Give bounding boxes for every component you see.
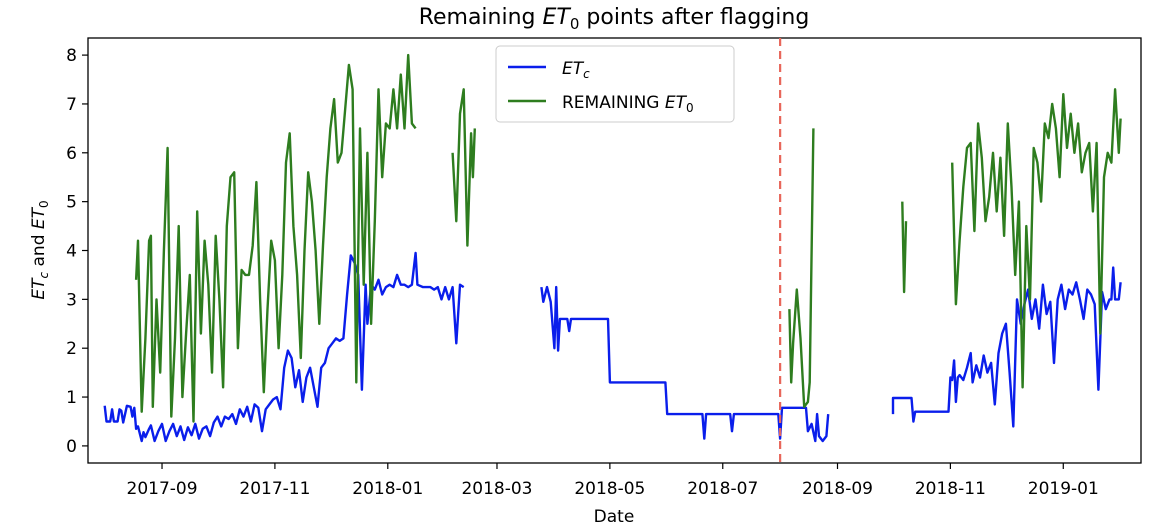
x-tick-label: 2018-09 xyxy=(802,479,873,499)
legend-label-et0: REMAINING ET0 xyxy=(562,93,694,115)
x-tick-label: 2018-03 xyxy=(461,479,532,499)
series-line-etc xyxy=(103,251,1122,443)
x-tick-label: 2018-11 xyxy=(915,479,986,499)
series-layer xyxy=(103,53,1122,443)
x-tick-label: 2019-01 xyxy=(1028,479,1099,499)
y-axis-label: ETc and ET0 xyxy=(29,200,51,299)
y-axis: 0 1 2 3 4 5 6 7 8 xyxy=(66,46,88,457)
x-axis: 2017-09 2017-11 2018-01 2018-03 2018-05 2018-… xyxy=(127,463,1099,499)
y-tick-label: 1 xyxy=(66,388,77,408)
chart-title: Remaining ET0 points after flagging xyxy=(419,5,810,33)
y-tick-label: 7 xyxy=(66,95,77,115)
y-tick-label: 8 xyxy=(66,46,77,66)
series-line-remaining-et0 xyxy=(134,53,1122,423)
legend-box xyxy=(495,45,735,123)
x-tick-label: 2017-11 xyxy=(239,479,310,499)
y-tick-label: 3 xyxy=(66,290,77,310)
x-tick-label: 2018-05 xyxy=(574,479,645,499)
y-tick-label: 6 xyxy=(66,144,77,164)
legend: ETc REMAINING ET0 xyxy=(495,45,735,123)
y-tick-label: 5 xyxy=(66,193,77,213)
y-tick-label: 0 xyxy=(66,437,77,457)
x-axis-label: Date xyxy=(594,507,635,526)
legend-label-etc: ETc xyxy=(562,59,590,81)
y-tick-label: 4 xyxy=(66,242,77,262)
x-tick-label: 2018-01 xyxy=(352,479,423,499)
y-tick-label: 2 xyxy=(66,339,77,359)
x-tick-label: 2017-09 xyxy=(127,479,198,499)
x-tick-label: 2018-07 xyxy=(687,479,758,499)
